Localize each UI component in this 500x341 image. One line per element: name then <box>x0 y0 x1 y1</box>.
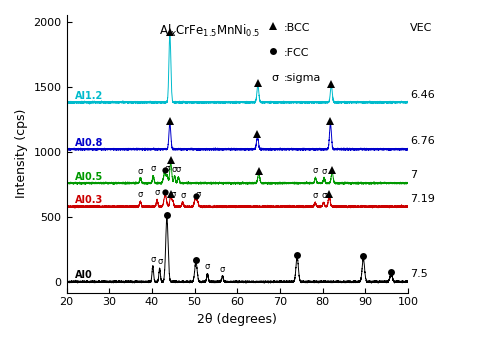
Text: σ: σ <box>150 255 156 264</box>
Text: Al0.5: Al0.5 <box>75 172 104 181</box>
Text: :BCC: :BCC <box>284 23 310 33</box>
Text: σ: σ <box>164 164 170 173</box>
Text: σ: σ <box>313 166 318 175</box>
Text: Al1.2: Al1.2 <box>75 91 104 101</box>
Text: σ: σ <box>205 262 210 271</box>
Text: σ: σ <box>172 165 177 174</box>
Text: 7.5: 7.5 <box>410 269 428 279</box>
Text: Al0: Al0 <box>75 270 93 280</box>
Text: σ: σ <box>157 257 162 266</box>
Text: VEC: VEC <box>410 23 432 33</box>
Text: σ: σ <box>321 191 326 201</box>
Text: σ: σ <box>176 165 181 175</box>
Y-axis label: Intensity (cps): Intensity (cps) <box>15 109 28 198</box>
Text: 7: 7 <box>410 170 417 180</box>
Text: 6.46: 6.46 <box>410 90 434 100</box>
Text: σ: σ <box>272 73 278 83</box>
Text: σ: σ <box>154 188 160 197</box>
Text: σ: σ <box>138 190 143 199</box>
Text: σ: σ <box>180 191 186 200</box>
Text: Al0.3: Al0.3 <box>75 195 104 205</box>
Text: Al0.8: Al0.8 <box>75 138 104 148</box>
Text: σ: σ <box>195 190 200 199</box>
Text: :FCC: :FCC <box>284 48 309 58</box>
Text: σ: σ <box>220 265 225 273</box>
Text: σ: σ <box>322 167 326 176</box>
Text: σ: σ <box>138 167 143 176</box>
Text: Al$_x$CrFe$_{1.5}$MnNi$_{0.5}$: Al$_x$CrFe$_{1.5}$MnNi$_{0.5}$ <box>160 23 260 40</box>
Text: σ: σ <box>170 190 175 198</box>
X-axis label: 2θ (degrees): 2θ (degrees) <box>198 313 278 326</box>
Text: 6.76: 6.76 <box>410 136 434 146</box>
Text: :sigma: :sigma <box>284 73 321 83</box>
Text: σ: σ <box>312 191 318 200</box>
Text: σ: σ <box>150 164 156 174</box>
Text: 7.19: 7.19 <box>410 194 435 204</box>
